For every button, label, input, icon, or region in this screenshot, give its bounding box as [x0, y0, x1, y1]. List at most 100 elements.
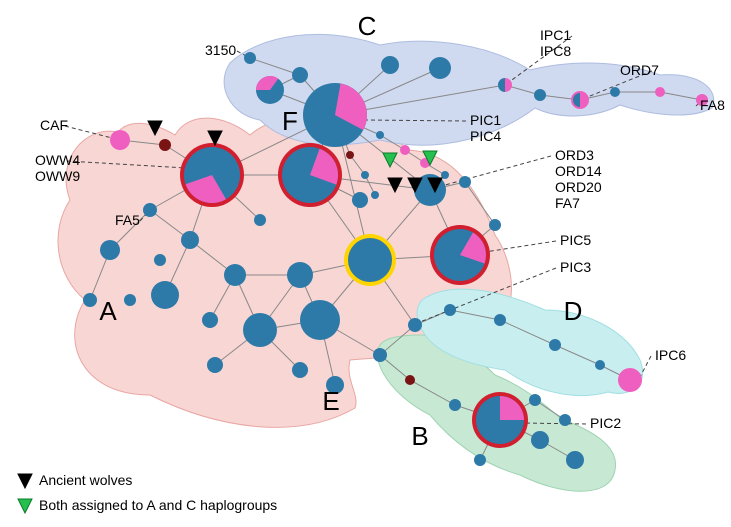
- legend-text: Both assigned to A and C haplogroups: [39, 497, 277, 513]
- node-n_a13: [243, 313, 277, 347]
- node-n_PIC1: [303, 83, 367, 147]
- node-n_a9: [151, 281, 179, 309]
- node-circle: [83, 293, 97, 307]
- node-circle: [244, 52, 256, 64]
- node-n_b2: [449, 399, 461, 411]
- region-letter-A: A: [99, 296, 117, 326]
- node-circle: [159, 139, 171, 151]
- node-circle: [474, 454, 486, 466]
- node-circle: [534, 89, 546, 101]
- node-circle: [595, 360, 605, 370]
- haplotype-network-diagram: 3150IPC1IPC8ORD7FA8CAFOWW4OWW9FA5PIC1PIC…: [0, 0, 731, 527]
- callout-ORD3: ORD3: [555, 147, 594, 163]
- node-circle: [566, 451, 584, 469]
- node-n_b8: [474, 454, 486, 466]
- node-circle: [371, 191, 379, 199]
- node-n_b4: [531, 431, 549, 449]
- region-letter-C: C: [358, 11, 377, 41]
- region-letter-B: B: [411, 421, 428, 451]
- node-circle: [373, 348, 387, 362]
- node-n_a14: [300, 300, 340, 340]
- node-circle: [610, 87, 620, 97]
- node-n_a_small7: [371, 191, 379, 199]
- node-circle: [449, 399, 461, 411]
- region-letter-D: D: [564, 296, 583, 326]
- callout-PIC4: PIC4: [470, 128, 501, 144]
- callout-IPC8: IPC8: [540, 43, 571, 59]
- node-circle: [112, 132, 128, 148]
- node-n_a20: [459, 176, 471, 188]
- node-circle: [100, 240, 120, 260]
- node-n_a15: [207, 357, 223, 373]
- node-n_a2: [159, 139, 171, 151]
- callout-CAF: CAF: [40, 117, 68, 133]
- node-n_a4: [278, 143, 342, 207]
- node-n_PIC3: [408, 318, 422, 332]
- node-circle: [489, 219, 501, 231]
- node-n_IPC1: [498, 78, 512, 92]
- callout-ORD20: ORD20: [555, 179, 602, 195]
- node-n_b7: [559, 414, 571, 426]
- node-n_a10: [224, 264, 246, 286]
- node-n_c8: [534, 89, 546, 101]
- node-circle: [151, 281, 179, 309]
- node-circle: [618, 368, 642, 392]
- node-n_d2: [494, 314, 506, 326]
- node-n_a7: [83, 293, 97, 307]
- node-n_d1: [444, 304, 456, 316]
- node-circle: [494, 314, 506, 326]
- callout-ORD14: ORD14: [555, 163, 602, 179]
- node-circle: [292, 67, 308, 83]
- node-n_a18: [352, 192, 368, 208]
- node-circle: [429, 57, 451, 79]
- node-circle: [154, 254, 166, 266]
- node-circle: [124, 294, 136, 306]
- callout-ORD7: ORD7: [620, 62, 659, 78]
- callout-FA8: FA8: [700, 97, 725, 113]
- node-circle: [376, 131, 384, 139]
- node-n_a16: [292, 362, 308, 378]
- callout-OWW9: OWW9: [35, 168, 80, 184]
- node-n_c5: [381, 56, 399, 74]
- node-n_d4: [595, 360, 605, 370]
- node-n_a8b: [254, 214, 266, 226]
- node-circle: [300, 300, 340, 340]
- node-circle: [346, 151, 354, 159]
- node-n_d3: [549, 339, 561, 351]
- region-letter-F: F: [282, 106, 298, 136]
- node-n_c6: [429, 57, 451, 79]
- node-circle: [207, 357, 223, 373]
- node-circle: [361, 171, 369, 179]
- node-n_IPC6: [618, 368, 642, 392]
- node-n_a_small3: [400, 145, 410, 155]
- node-circle: [405, 375, 415, 385]
- callout-FA7: FA7: [555, 195, 580, 211]
- node-circle: [181, 231, 199, 249]
- region-letter-E: E: [322, 386, 339, 416]
- node-circle: [243, 313, 277, 347]
- callout-IPC6: IPC6: [655, 347, 686, 363]
- node-n_a_small1: [346, 151, 354, 159]
- node-n_a_small6: [361, 171, 369, 179]
- node-circle: [352, 192, 368, 208]
- callout-PIC3: PIC3: [560, 259, 591, 275]
- node-n_ORD7: [571, 91, 589, 109]
- node-circle: [202, 312, 218, 328]
- callout-FA5: FA5: [115, 212, 140, 228]
- node-n_c11: [655, 87, 665, 97]
- node-n_b6: [529, 394, 541, 406]
- callout-OWW4: OWW4: [35, 152, 80, 168]
- node-circle: [459, 176, 471, 188]
- node-n_c3: [292, 67, 308, 83]
- node-circle: [408, 318, 422, 332]
- node-n_FA5: [143, 203, 157, 217]
- callout-IPC1: IPC1: [540, 27, 571, 43]
- node-n_a11: [287, 262, 313, 288]
- node-circle: [254, 214, 266, 226]
- node-n_OWW4: [180, 143, 244, 207]
- node-circle: [559, 414, 571, 426]
- node-circle: [549, 339, 561, 351]
- node-circle: [287, 262, 313, 288]
- callout-PIC2: PIC2: [590, 415, 621, 431]
- node-circle: [400, 145, 410, 155]
